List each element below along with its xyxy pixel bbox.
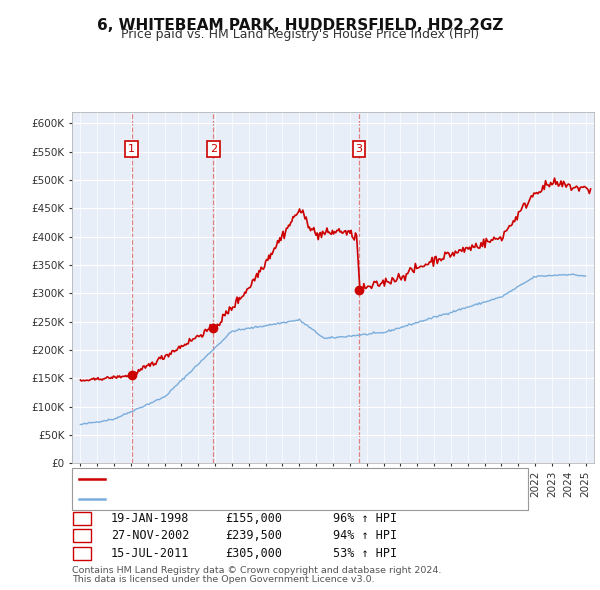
Text: £239,500: £239,500 — [225, 529, 282, 542]
Text: This data is licensed under the Open Government Licence v3.0.: This data is licensed under the Open Gov… — [72, 575, 374, 584]
Text: Price paid vs. HM Land Registry's House Price Index (HPI): Price paid vs. HM Land Registry's House … — [121, 28, 479, 41]
Text: 1: 1 — [79, 513, 86, 523]
Text: HPI: Average price, detached house, Kirklees: HPI: Average price, detached house, Kirk… — [111, 494, 361, 504]
Text: 94% ↑ HPI: 94% ↑ HPI — [333, 529, 397, 542]
Text: 2: 2 — [79, 531, 86, 540]
Text: 1: 1 — [128, 144, 135, 154]
Text: 19-JAN-1998: 19-JAN-1998 — [111, 512, 190, 525]
Text: £305,000: £305,000 — [225, 547, 282, 560]
Text: Contains HM Land Registry data © Crown copyright and database right 2024.: Contains HM Land Registry data © Crown c… — [72, 566, 442, 575]
Text: 53% ↑ HPI: 53% ↑ HPI — [333, 547, 397, 560]
Text: 6, WHITEBEAM PARK, HUDDERSFIELD, HD2 2GZ (detached house): 6, WHITEBEAM PARK, HUDDERSFIELD, HD2 2GZ… — [111, 474, 479, 484]
Text: 3: 3 — [355, 144, 362, 154]
Text: 15-JUL-2011: 15-JUL-2011 — [111, 547, 190, 560]
Text: 2: 2 — [210, 144, 217, 154]
Text: £155,000: £155,000 — [225, 512, 282, 525]
Text: 3: 3 — [79, 549, 86, 558]
Text: 96% ↑ HPI: 96% ↑ HPI — [333, 512, 397, 525]
Text: 27-NOV-2002: 27-NOV-2002 — [111, 529, 190, 542]
Text: 6, WHITEBEAM PARK, HUDDERSFIELD, HD2 2GZ: 6, WHITEBEAM PARK, HUDDERSFIELD, HD2 2GZ — [97, 18, 503, 32]
